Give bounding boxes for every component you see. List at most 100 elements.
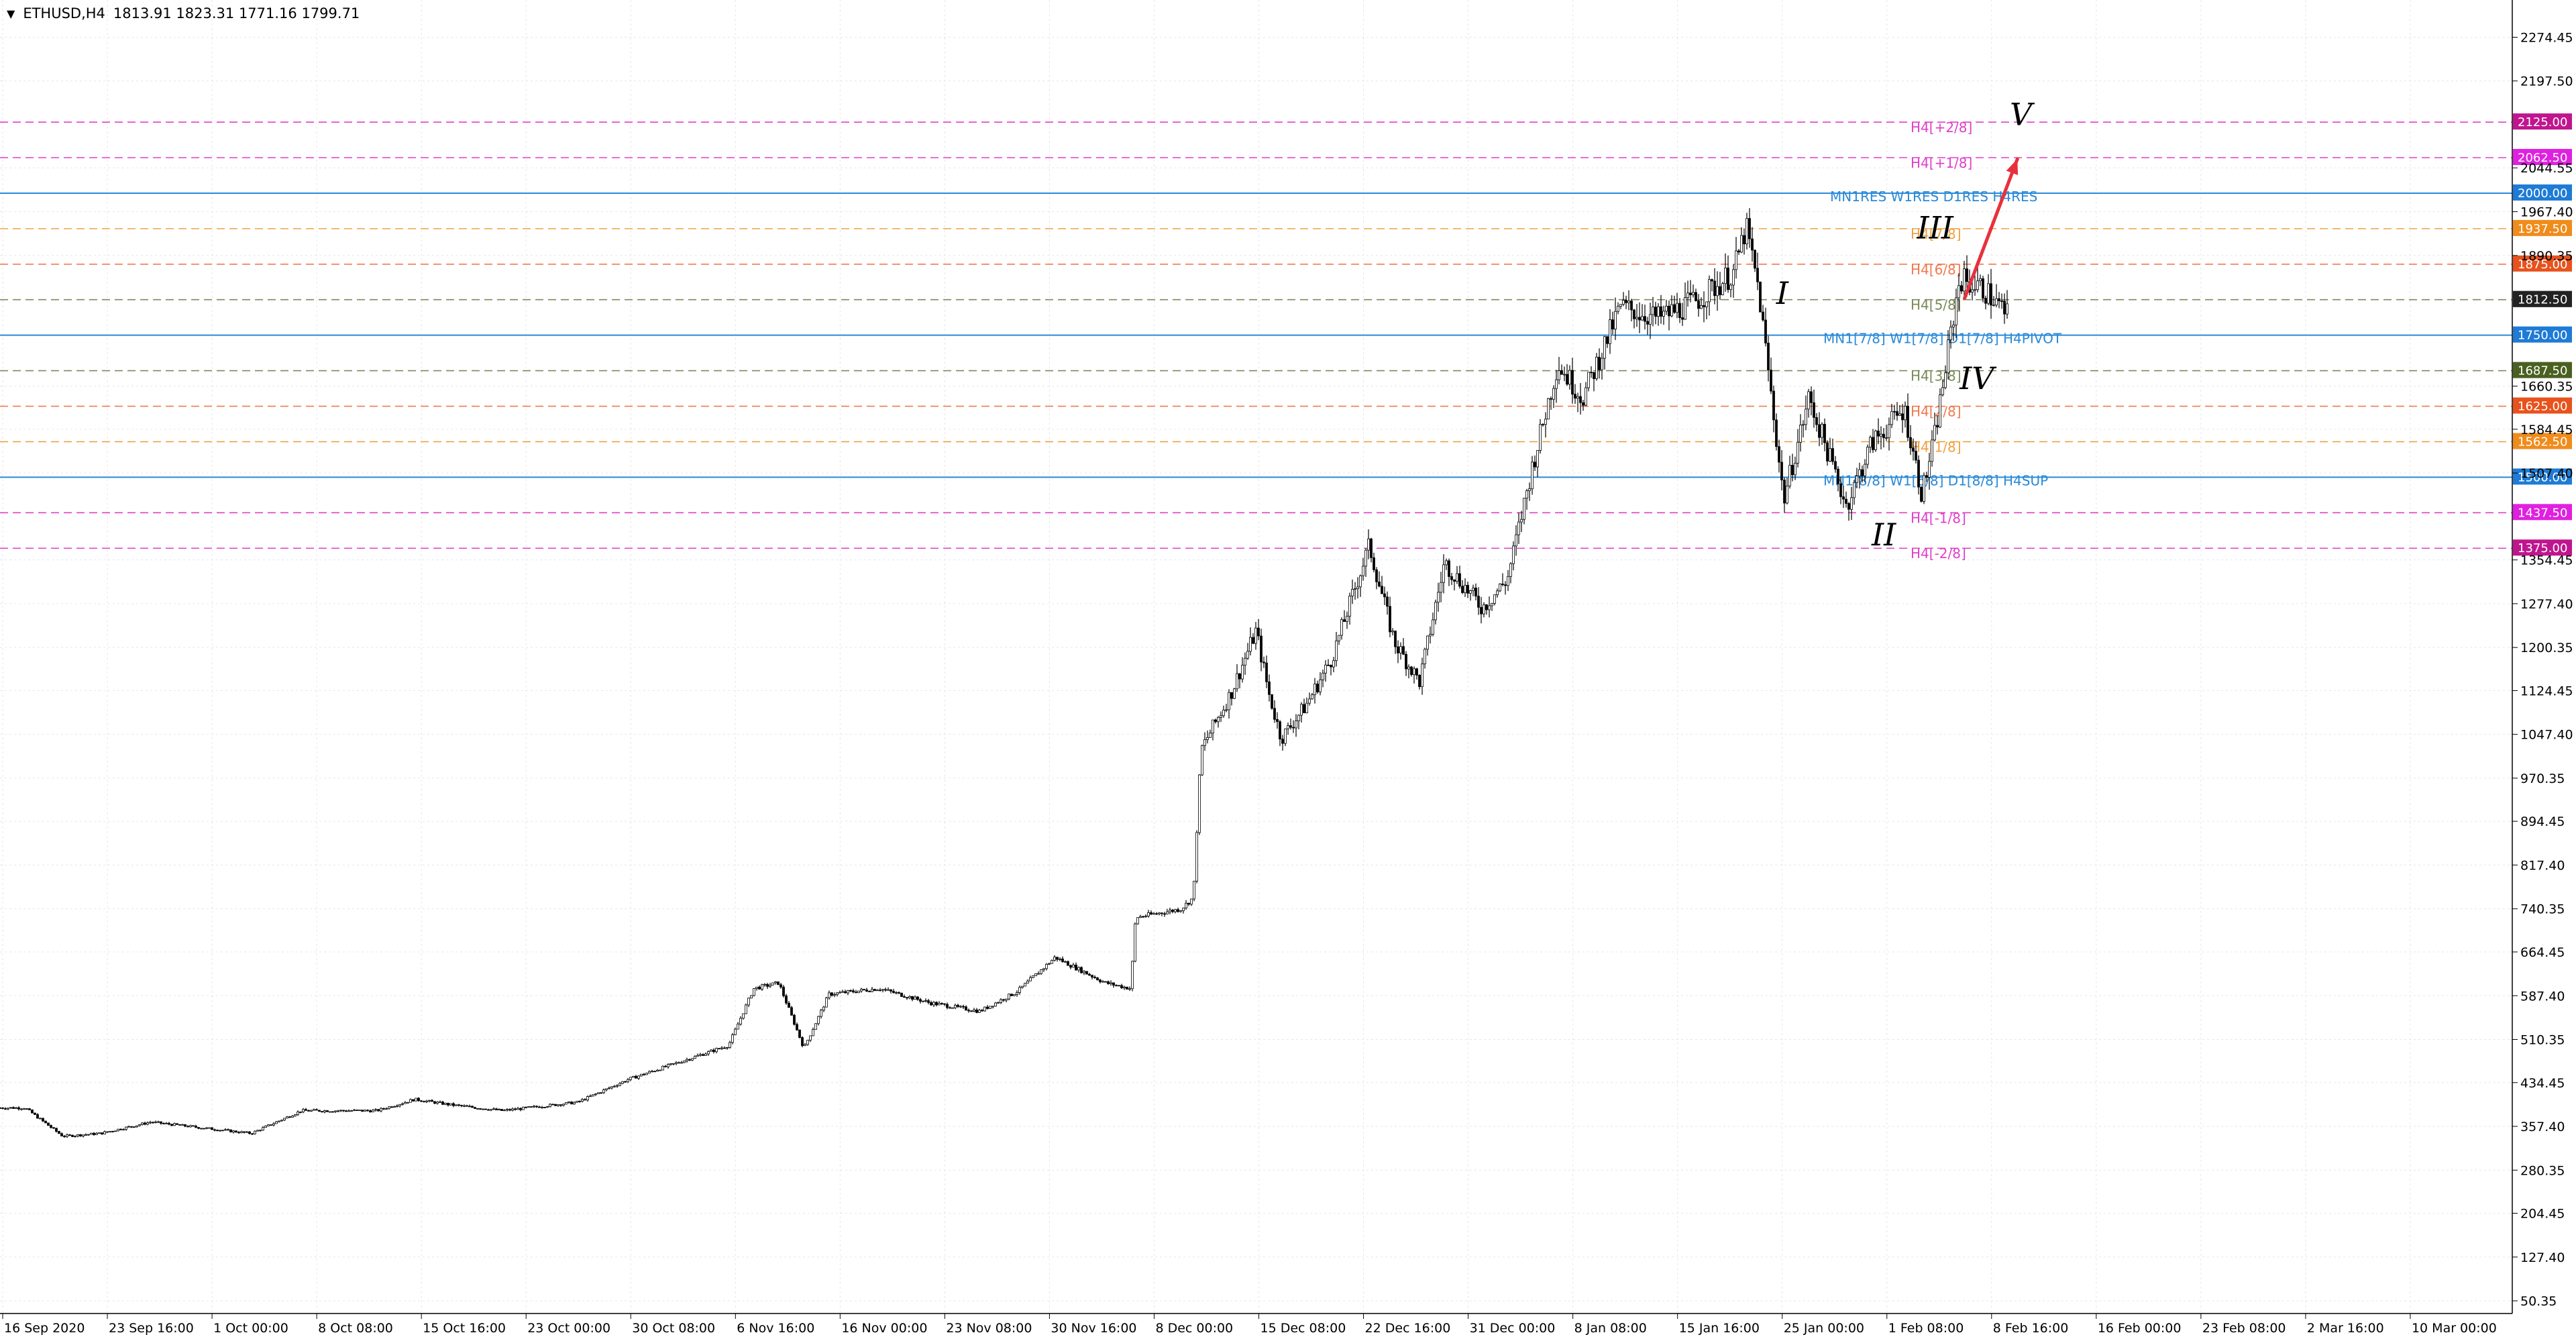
dropdown-triangle-icon[interactable]: ▼ — [7, 7, 15, 20]
candle-body — [1281, 739, 1284, 744]
candle-body — [1654, 307, 1657, 317]
candle-body — [1695, 292, 1697, 301]
y-tick-label: 434.45 — [2520, 1076, 2565, 1091]
candle-body — [1136, 917, 1139, 924]
candle-body — [1622, 300, 1625, 305]
candle-body — [1220, 715, 1222, 718]
candle-body — [981, 1010, 983, 1012]
candle-body — [1313, 684, 1316, 696]
candle-body — [1021, 985, 1024, 988]
candle-body — [627, 1079, 629, 1082]
candle-body — [1088, 973, 1091, 976]
candle-body — [573, 1102, 576, 1105]
candle-body — [565, 1102, 568, 1105]
level-m2-badge — [2513, 539, 2572, 556]
candle-body — [278, 1120, 280, 1122]
x-tick-label: 23 Feb 08:00 — [2202, 1321, 2286, 1336]
candle-body — [1254, 627, 1257, 644]
candle-body — [766, 983, 769, 987]
wave-label-v: V — [2010, 96, 2035, 132]
candle-body — [1735, 250, 1737, 270]
candle-body — [1005, 998, 1008, 1001]
candle-body — [1091, 975, 1093, 977]
candle-body — [146, 1122, 149, 1125]
candle-body — [460, 1105, 463, 1106]
wave-label-iv: IV — [1959, 360, 1997, 396]
candle-body — [1625, 300, 1627, 303]
candle-body — [439, 1102, 441, 1103]
candle-body — [1963, 268, 1966, 292]
candle-body — [1850, 497, 1853, 510]
candle-body — [849, 990, 852, 992]
candle-body — [1335, 640, 1338, 661]
y-tick-label: 817.40 — [2520, 858, 2565, 873]
candle-body — [1770, 370, 1772, 392]
candle-body — [763, 983, 766, 985]
level-m1-badge — [2513, 504, 2572, 521]
candle-body — [1880, 433, 1882, 437]
candle-body — [1842, 496, 1845, 500]
candle-body — [17, 1107, 20, 1110]
level-m1-label: H4[-1/8] — [1911, 510, 1966, 526]
candle-body — [1670, 304, 1673, 317]
candle-body — [1477, 596, 1480, 608]
candle-body — [1815, 417, 1818, 425]
candle-body — [1678, 303, 1681, 318]
candle-body — [559, 1104, 562, 1106]
candle-body — [377, 1109, 380, 1112]
candle-body — [1338, 635, 1340, 641]
level-p1-badge — [2513, 149, 2572, 166]
candle-body — [1171, 910, 1174, 912]
candle-body — [860, 989, 863, 992]
candle-body — [1601, 358, 1603, 370]
candle-body — [275, 1121, 278, 1124]
candle-body — [382, 1108, 385, 1110]
candle-body — [672, 1063, 675, 1065]
candle-body — [431, 1100, 433, 1102]
x-tick-label: 23 Sep 16:00 — [109, 1321, 194, 1336]
candle-body — [608, 1087, 610, 1089]
level-1-8-badge — [2513, 433, 2572, 449]
candle-body — [1947, 339, 1949, 374]
candle-body — [1096, 977, 1099, 981]
candle-body — [1297, 714, 1300, 722]
candle-body — [1139, 916, 1142, 918]
candle-body — [1780, 462, 1783, 480]
candle-body — [1418, 675, 1421, 688]
candle-body — [1566, 374, 1568, 385]
candle-body — [1872, 437, 1874, 450]
candle-body — [549, 1104, 551, 1108]
candle-body — [833, 994, 836, 996]
candle-body — [1990, 283, 1992, 306]
candle-body — [1627, 301, 1630, 303]
candle-body — [656, 1069, 659, 1072]
level-3-8-label: H4[3/8] — [1911, 368, 1962, 384]
level-1-8-badge-text: 1562.50 — [2518, 435, 2567, 449]
candle-body — [1979, 278, 1982, 282]
candle-body — [1201, 745, 1203, 775]
candle-body — [479, 1108, 482, 1110]
candle-body — [318, 1110, 321, 1112]
candle-body — [1067, 961, 1069, 966]
candle-body — [804, 1044, 806, 1047]
candle-body — [1102, 981, 1104, 983]
candle-body — [932, 1002, 935, 1006]
level-p2-label: H4[+2/8] — [1911, 119, 1972, 136]
candle-body — [1238, 673, 1241, 680]
y-tick-label: 1660.35 — [2520, 380, 2573, 394]
candle-body — [39, 1118, 42, 1120]
candle-body — [237, 1132, 240, 1134]
candle-body — [1442, 564, 1445, 583]
level-6-8-label: H4[6/8] — [1911, 262, 1962, 278]
candle-body — [1984, 298, 1987, 304]
level-6-8-badge — [2513, 255, 2572, 272]
candle-body — [1555, 379, 1558, 389]
candle-body — [7, 1108, 9, 1110]
candle-body — [578, 1101, 581, 1102]
candle-body — [1458, 573, 1461, 587]
level-m2-label: H4[-2/8] — [1911, 545, 1966, 561]
candle-body — [1263, 661, 1265, 663]
candle-body — [1740, 235, 1743, 253]
